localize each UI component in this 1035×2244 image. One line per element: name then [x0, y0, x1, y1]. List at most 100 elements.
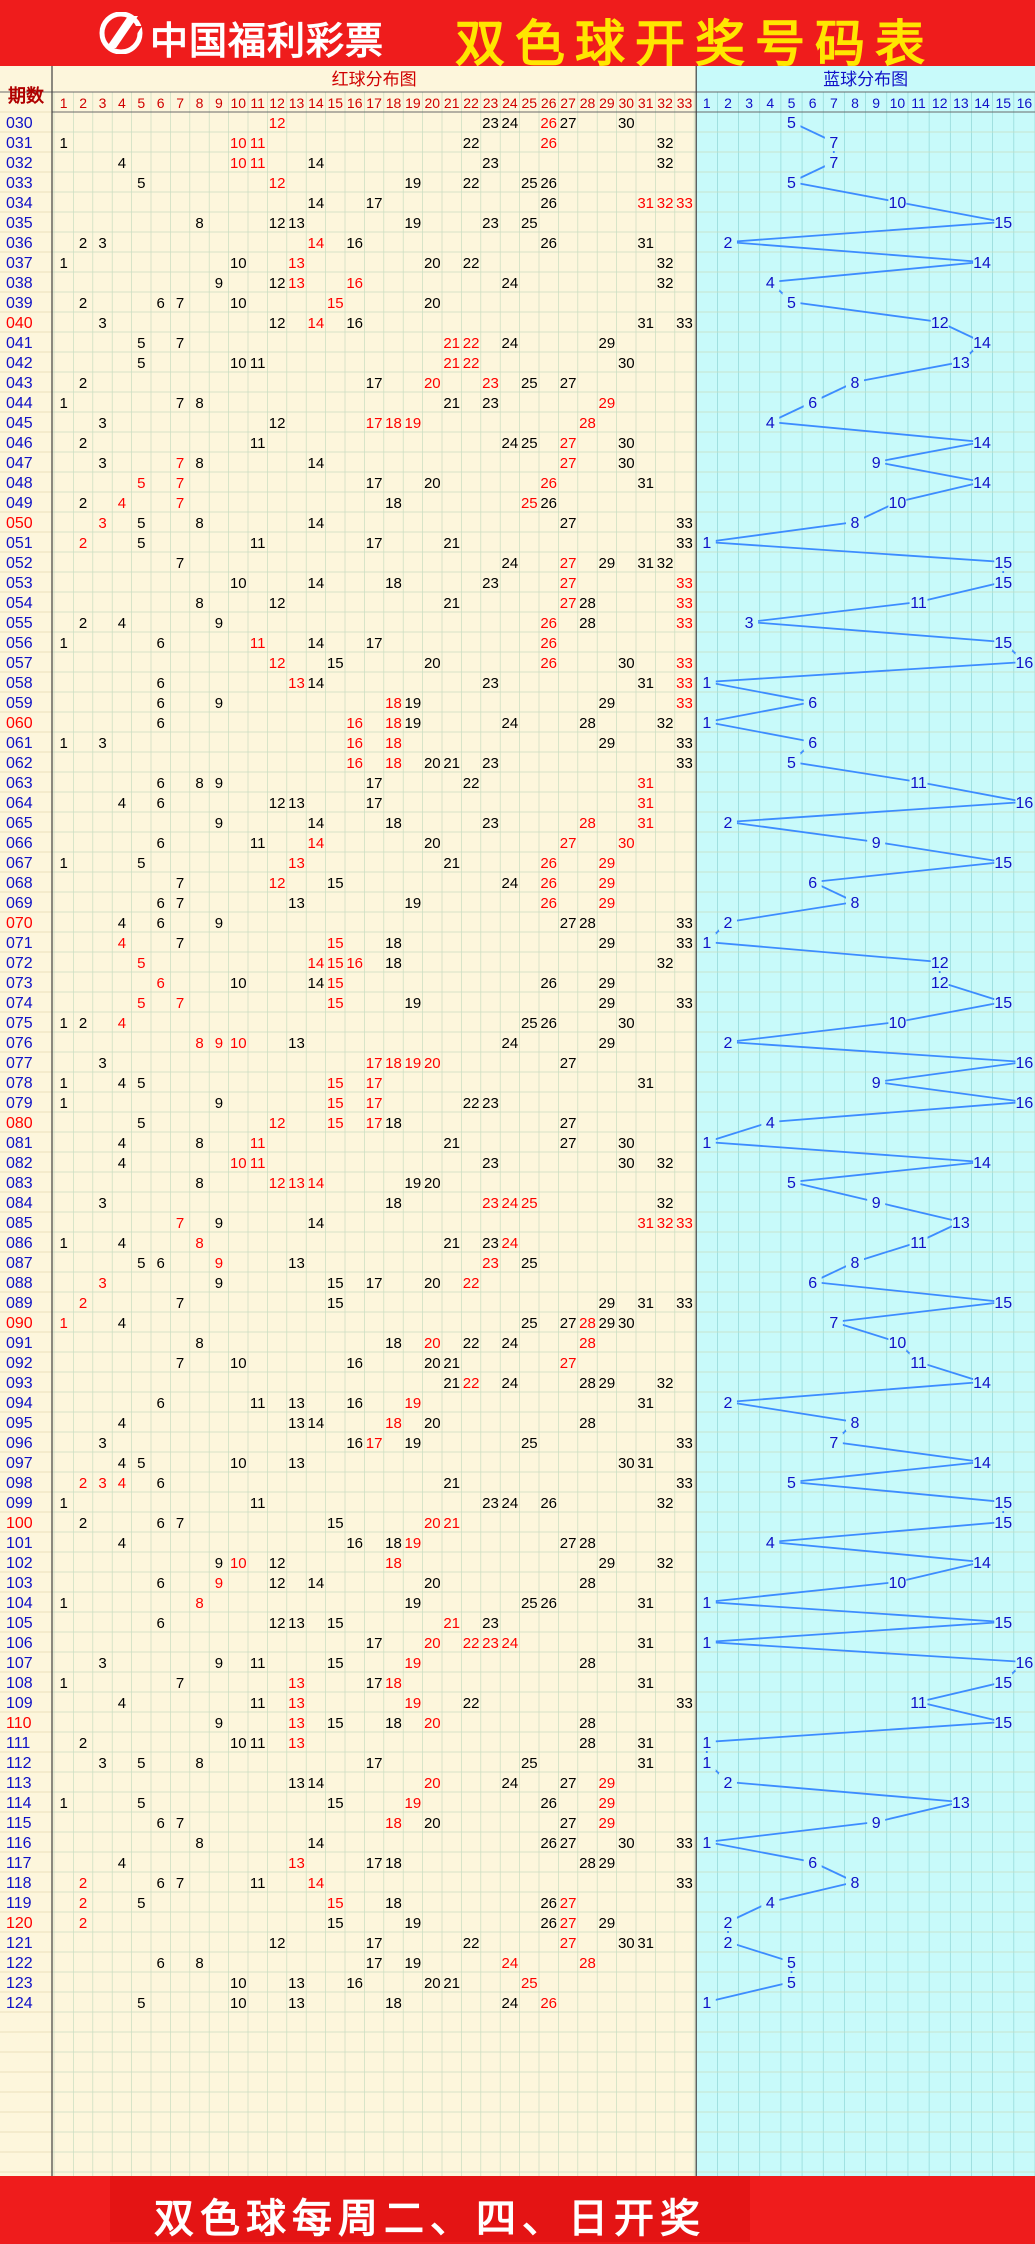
blue-ball-number: 15 — [994, 855, 1012, 872]
red-ball-number: 2 — [79, 295, 87, 312]
red-ball-number: 27 — [560, 1895, 577, 1912]
red-ball-number: 2 — [79, 1875, 87, 1892]
red-ball-number: 30 — [618, 355, 635, 372]
red-ball-number: 22 — [463, 355, 480, 372]
red-ball-number: 25 — [521, 1755, 538, 1772]
red-ball-number: 7 — [176, 995, 184, 1012]
red-ball-number: 20 — [424, 375, 441, 392]
red-ball-number: 25 — [521, 1315, 538, 1332]
red-ball-number: 2 — [79, 1735, 87, 1752]
red-ball-number: 19 — [405, 895, 422, 912]
red-ball-number: 27 — [560, 595, 577, 612]
red-ball-number: 9 — [215, 1275, 223, 1292]
blue-ball-mask — [718, 233, 737, 251]
red-ball-number: 15 — [327, 955, 344, 972]
red-ball-number: 18 — [385, 1895, 402, 1912]
blue-column-number: 1 — [703, 95, 711, 111]
red-ball-number: 10 — [230, 295, 247, 312]
blue-ball-number: 14 — [973, 1375, 991, 1392]
red-ball-number: 7 — [176, 555, 184, 572]
red-ball-number: 20 — [424, 1515, 441, 1532]
blue-ball-mask — [803, 1273, 822, 1291]
red-ball-number: 26 — [540, 1915, 557, 1932]
blue-ball-number: 10 — [888, 495, 906, 512]
red-ball-number: 2 — [79, 1515, 87, 1532]
red-ball-number: 4 — [118, 1155, 126, 1172]
period-label: 111 — [6, 1735, 30, 1752]
red-ball-number: 32 — [657, 195, 674, 212]
blue-ball-mask — [824, 1313, 843, 1331]
red-ball-number: 7 — [176, 875, 184, 892]
red-ball-number: 33 — [676, 595, 693, 612]
blue-ball-number: 1 — [702, 535, 711, 552]
red-ball-number: 17 — [366, 195, 383, 212]
red-ball-number: 22 — [463, 1335, 480, 1352]
red-ball-number: 29 — [599, 695, 616, 712]
red-ball-number: 3 — [98, 1055, 106, 1072]
period-label: 095 — [6, 1415, 33, 1432]
blue-ball-number: 1 — [702, 1835, 711, 1852]
blue-column-number: 3 — [745, 95, 753, 111]
blue-ball-number: 6 — [808, 695, 817, 712]
period-label: 088 — [6, 1275, 33, 1292]
red-ball-number: 2 — [79, 615, 87, 632]
red-ball-number: 12 — [269, 795, 286, 812]
red-ball-number: 21 — [443, 855, 460, 872]
red-ball-number: 15 — [327, 295, 344, 312]
red-ball-number: 14 — [308, 1175, 325, 1192]
red-ball-number: 3 — [98, 1655, 106, 1672]
blue-ball-number: 15 — [994, 1295, 1012, 1312]
red-ball-number: 2 — [79, 495, 87, 512]
blue-ball-mask — [718, 1933, 737, 1951]
welfare-lottery-logo-icon — [99, 12, 143, 54]
period-label: 092 — [6, 1355, 33, 1372]
blue-ball-number: 14 — [973, 335, 991, 352]
red-ball-number: 32 — [657, 955, 674, 972]
red-ball-number: 23 — [482, 1615, 499, 1632]
red-ball-number: 29 — [599, 1815, 616, 1832]
blue-ball-number: 8 — [851, 1875, 860, 1892]
period-label: 035 — [6, 215, 33, 232]
red-ball-number: 27 — [560, 835, 577, 852]
red-ball-number: 11 — [250, 835, 266, 852]
red-ball-number: 31 — [637, 1595, 654, 1612]
red-ball-number: 13 — [288, 855, 305, 872]
red-ball-number: 4 — [118, 1415, 126, 1432]
red-ball-number: 24 — [502, 1195, 519, 1212]
blue-ball-mask — [867, 1813, 886, 1831]
red-ball-number: 30 — [618, 455, 635, 472]
red-ball-number: 14 — [308, 575, 325, 592]
red-ball-number: 12 — [269, 1615, 286, 1632]
blue-ball-number: 14 — [973, 1555, 991, 1572]
blue-ball-mask — [761, 1893, 780, 1911]
blue-ball-number: 9 — [872, 1075, 881, 1092]
red-ball-number: 26 — [540, 475, 557, 492]
red-column-number: 31 — [638, 95, 654, 111]
red-ball-number: 20 — [424, 1715, 441, 1732]
red-ball-number: 6 — [157, 635, 165, 652]
red-ball-number: 19 — [405, 1655, 422, 1672]
blue-ball-number: 10 — [888, 1575, 906, 1592]
red-ball-number: 26 — [540, 635, 557, 652]
red-ball-number: 24 — [502, 1955, 519, 1972]
blue-ball-number: 15 — [994, 1715, 1012, 1732]
red-ball-number: 2 — [79, 1475, 87, 1492]
red-ball-number: 14 — [308, 675, 325, 692]
red-ball-number: 28 — [579, 1335, 596, 1352]
header-bar: 中国福利彩票 双色球开奖号码表 — [0, 0, 1035, 73]
red-ball-number: 12 — [269, 315, 286, 332]
blue-ball-number: 3 — [745, 615, 754, 632]
red-ball-number: 5 — [137, 1795, 145, 1812]
red-ball-number: 32 — [657, 135, 674, 152]
red-ball-number: 7 — [176, 1675, 184, 1692]
red-ball-number: 5 — [137, 1895, 145, 1912]
red-ball-number: 23 — [482, 395, 499, 412]
red-column-number: 15 — [328, 95, 344, 111]
blue-ball-mask — [846, 1253, 865, 1271]
red-ball-number: 25 — [521, 215, 538, 232]
blue-ball-number: 1 — [702, 1635, 711, 1652]
red-column-number: 13 — [289, 95, 305, 111]
red-ball-number: 14 — [308, 515, 325, 532]
red-ball-number: 18 — [385, 815, 402, 832]
red-ball-number: 11 — [250, 355, 266, 372]
